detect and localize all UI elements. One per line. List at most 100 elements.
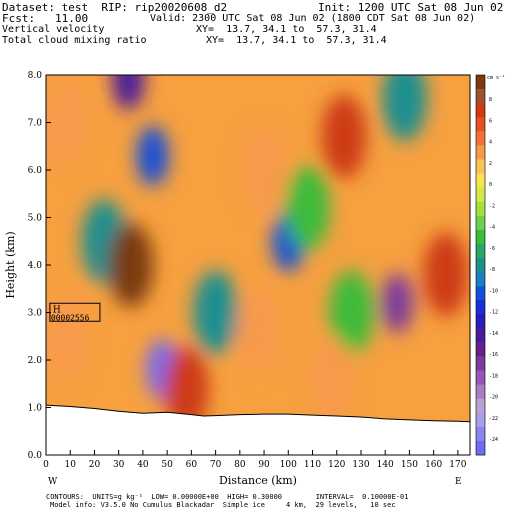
- x-tick-label-1: 10: [65, 460, 77, 470]
- colorbar-swatch-19: [476, 342, 485, 357]
- x-tick-label-0: 0: [43, 460, 49, 470]
- field-feature-5: [164, 346, 209, 431]
- colorbar-swatch-4: [476, 131, 485, 146]
- colorbar-label-16: -24: [489, 437, 498, 443]
- x-tick-label-3: 30: [113, 460, 125, 470]
- x-tick-label-9: 90: [258, 460, 270, 470]
- colorbar-units: cm s⁻¹: [487, 75, 505, 81]
- x-tick-label-15: 150: [401, 460, 418, 470]
- colorbar-label-15: -22: [489, 416, 498, 422]
- y-tick-label-0: 0.0: [28, 451, 43, 461]
- colorbar-label-3: 2: [489, 161, 492, 167]
- colorbar-label-1: 6: [489, 118, 492, 124]
- init-line: Init: 1200 UTC Sat 08 Jun 02: [318, 1, 504, 14]
- field-feature-1: [108, 223, 154, 307]
- y-axis-label: Height (km): [4, 231, 17, 298]
- colorbar-label-12: -16: [489, 352, 498, 358]
- colorbar-label-7: -6: [489, 246, 495, 252]
- x-tick-label-13: 130: [352, 460, 369, 470]
- colorbar-label-2: 4: [489, 140, 492, 146]
- forecast-line: Fcst: 11.00: [2, 12, 89, 25]
- colorbar-label-14: -20: [489, 395, 498, 401]
- valid-line: Valid: 2300 UTC Sat 08 Jun 02 (1800 CDT …: [150, 13, 476, 24]
- colorbar-swatch-15: [476, 286, 485, 301]
- colorbar-swatch-24: [476, 412, 485, 428]
- y-tick-label-7: 7.0: [28, 119, 43, 129]
- x-tick-label-2: 20: [89, 460, 101, 470]
- colorbar-swatch-23: [476, 398, 485, 414]
- x-axis-label: Distance (km): [219, 474, 297, 487]
- terrain-line: [46, 404, 470, 423]
- field1-name: Vertical velocity: [2, 24, 105, 35]
- field-feature-16: [46, 294, 88, 379]
- field-feature-6: [193, 270, 239, 355]
- colorbar-swatch-14: [476, 272, 485, 287]
- colorbar-swatch-7: [476, 173, 485, 188]
- colorbar-swatch-5: [476, 145, 485, 160]
- field-feature-2: [112, 75, 145, 110]
- max-marker-letter: H: [53, 305, 61, 315]
- colorbar-swatch-8: [476, 187, 485, 202]
- field-feature-9: [285, 166, 331, 250]
- dataset-line: Dataset: test RIP: rip20020608_d2: [2, 1, 228, 14]
- x-tick-label-5: 50: [161, 460, 173, 470]
- max-marker-value: 00002556: [51, 313, 90, 322]
- field-feature-17: [241, 128, 287, 212]
- y-tick-label-8: 8.0: [28, 71, 43, 81]
- colorbar-swatch-3: [476, 117, 485, 132]
- x-tick-label-6: 60: [186, 460, 198, 470]
- colorbar-swatch-17: [476, 314, 485, 329]
- y-tick-label-1: 1.0: [28, 404, 43, 414]
- colorbar-label-0: 8: [489, 97, 492, 103]
- colorbar-swatch-6: [476, 159, 485, 174]
- y-tick-label-6: 6.0: [28, 166, 43, 176]
- model-info-line: Model info: V3.5.0 No Cumulus Blackadar …: [50, 501, 396, 509]
- y-tick-label-4: 4.0: [28, 261, 43, 271]
- colorbar-label-4: 0: [489, 182, 492, 188]
- field-feature-11: [328, 270, 374, 355]
- y-tick-label-3: 3.0: [28, 309, 43, 319]
- colorbar-swatch-25: [476, 426, 485, 442]
- max-marker: H 00002556: [49, 302, 101, 322]
- field-feature-12: [381, 273, 414, 333]
- colorbar-label-8: -8: [489, 267, 495, 273]
- colorbar-swatch-12: [476, 243, 485, 259]
- field-feature-14: [423, 232, 469, 317]
- colorbar: 8 6 4 2 0 -2 -4 -6 -8 -10 -12 -14 -16 -18 -20 -22 -24: [475, 74, 498, 456]
- colorbar-swatch-20: [476, 356, 485, 371]
- x-tick-label-17: 170: [449, 460, 466, 470]
- y-tick-label-5: 5.0: [28, 214, 43, 224]
- colorbar-label-13: -18: [489, 373, 498, 379]
- colorbar-label-5: -2: [489, 203, 495, 209]
- field-feature-15: [46, 80, 88, 165]
- field2-name: Total cloud mixing ratio: [2, 35, 147, 46]
- colorbar-swatch-13: [476, 257, 485, 273]
- x-tick-label-8: 80: [234, 460, 246, 470]
- field-feature-10: [321, 94, 367, 179]
- colorbar-swatch-26: [476, 440, 485, 456]
- colorbar-label-10: -12: [489, 310, 498, 316]
- field2-xy: XY= 13.7, 34.1 to 57.3, 31.4: [206, 35, 387, 46]
- field-feature-18: [309, 337, 355, 421]
- y-tick-label-2: 2.0: [28, 356, 43, 366]
- colorbar-swatch-2: [476, 103, 485, 118]
- x-tick-label-4: 40: [137, 460, 149, 470]
- field-feature-13: [382, 75, 427, 141]
- colorbar-swatch-0: [476, 75, 485, 90]
- contours-line: CONTOURS: UNITS=g kg⁻¹ LOW= 0.00000E+00 …: [46, 493, 409, 501]
- east-end-label: E: [455, 477, 462, 487]
- colorbar-label-9: -10: [489, 288, 498, 294]
- west-end-label: W: [48, 477, 58, 487]
- field-feature-3: [136, 125, 169, 186]
- colorbar-swatch-16: [476, 300, 485, 315]
- x-tick-label-14: 140: [377, 460, 394, 470]
- x-tick-label-16: 160: [425, 460, 442, 470]
- colorbar-swatch-18: [476, 328, 485, 343]
- colorbar-frame: [475, 74, 486, 456]
- colorbar-label-11: -14: [489, 331, 498, 337]
- colorbar-swatch-9: [476, 201, 485, 217]
- colorbar-swatch-11: [476, 229, 485, 245]
- colorbar-swatch-1: [476, 89, 485, 104]
